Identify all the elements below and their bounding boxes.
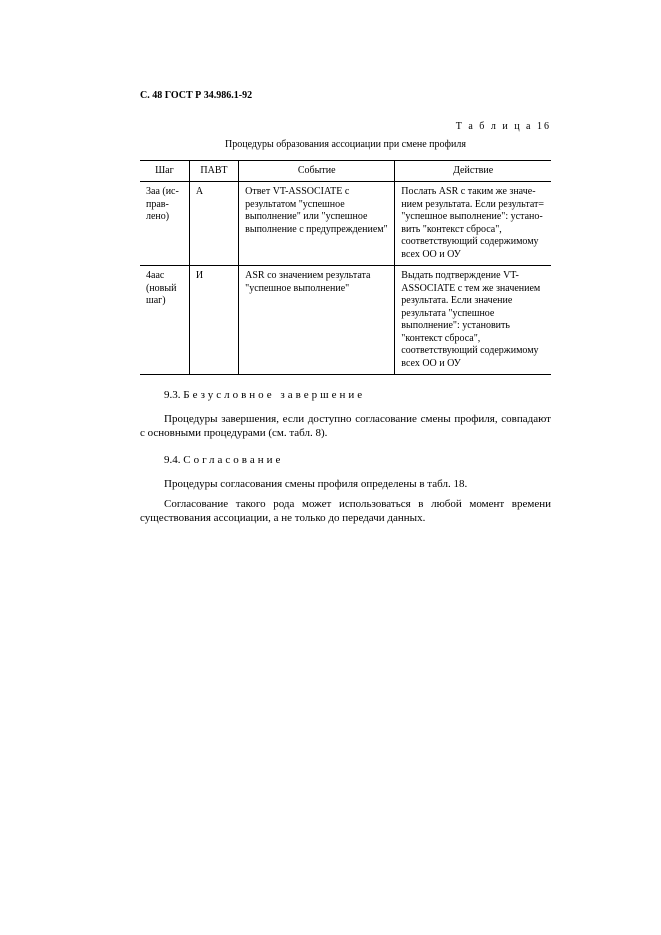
table-caption: Процедуры образования ассоциации при сме… [140,139,551,152]
cell-event: ASR со значением результата "успешное вы… [239,266,395,375]
col-pavt: ПАВТ [189,160,238,182]
cell-step: 4аас (но­вый шаг) [140,266,189,375]
table-row: 3аа (ис­прав­лено) А Ответ VT-ASSOCIATE … [140,182,551,266]
table-header-row: Шаг ПАВТ Событие Действие [140,160,551,182]
section-number: 9.3. [164,389,183,401]
col-action: Действие [395,160,551,182]
cell-step: 3аа (ис­прав­лено) [140,182,189,266]
cell-action: Послать ASR с таким же значе­нием резуль… [395,182,551,266]
section-9-4-heading: 9.4. Согласование [140,454,551,468]
section-number: 9.4. [164,454,183,466]
paragraph: Процедуры завершения, если доступно согл… [140,413,551,441]
cell-event: Ответ VT-ASSOCIATE с результатом "успеш­… [239,182,395,266]
table-row: 4аас (но­вый шаг) И ASR со значением рез… [140,266,551,375]
paragraph: Согласование такого рода может использов… [140,498,551,526]
cell-pavt: А [189,182,238,266]
section-title: Безусловное завершение [183,389,365,401]
col-event: Событие [239,160,395,182]
section-title: Согласование [183,454,283,466]
paragraph: Процедуры согласования смены профиля опр… [140,478,551,492]
page-header: С. 48 ГОСТ Р 34.986.1-92 [140,90,551,103]
col-step: Шаг [140,160,189,182]
cell-action: Выдать подтвер­ждение VT-ASSO­CIATE с те… [395,266,551,375]
procedure-table: Шаг ПАВТ Событие Действие 3аа (ис­прав­л… [140,160,551,376]
cell-pavt: И [189,266,238,375]
document-page: С. 48 ГОСТ Р 34.986.1-92 Т а б л и ц а 1… [0,0,661,591]
section-9-3-heading: 9.3. Безусловное завершение [140,389,551,403]
table-number-label: Т а б л и ц а 16 [140,121,551,134]
